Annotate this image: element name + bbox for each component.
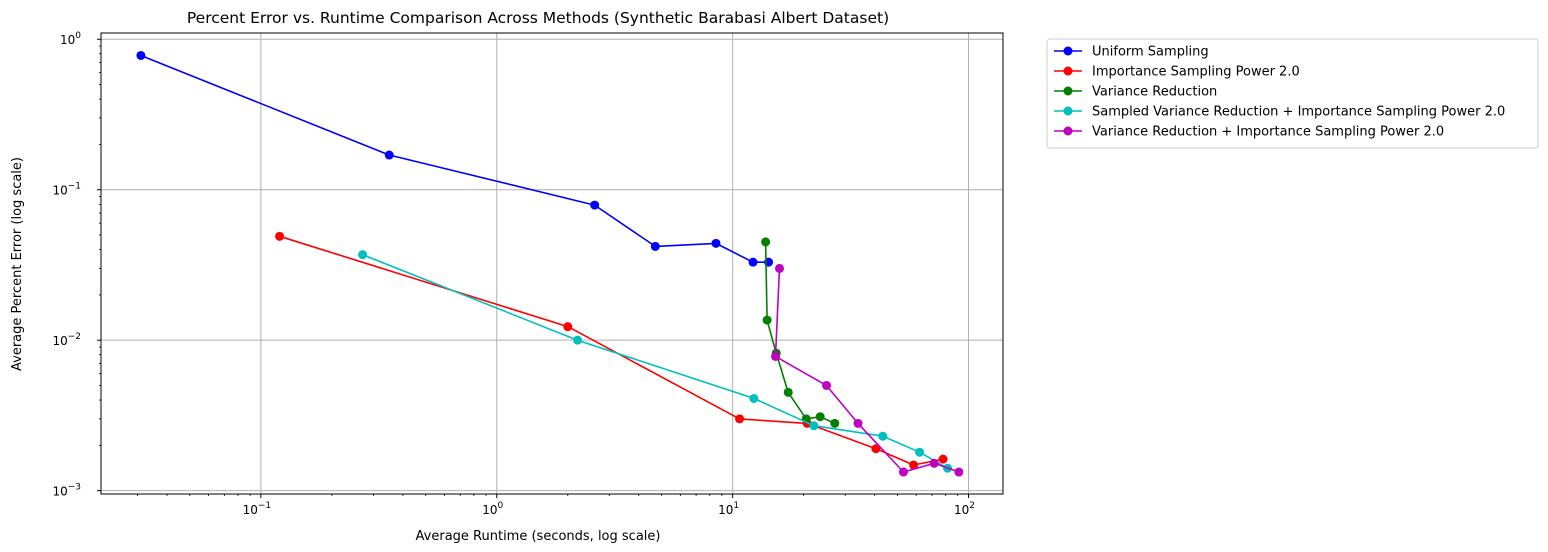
y-tick-label: 10−3 xyxy=(52,483,81,499)
data-point xyxy=(384,150,394,160)
data-point xyxy=(815,412,825,422)
data-point xyxy=(809,421,819,431)
legend-label: Importance Sampling Power 2.0 xyxy=(1092,65,1300,80)
y-tick-exponent: −3 xyxy=(68,483,81,493)
x-tick-label: 102 xyxy=(954,501,975,517)
data-point xyxy=(915,447,925,457)
x-tick-exponent: 2 xyxy=(969,501,975,511)
data-point xyxy=(822,380,832,390)
data-point xyxy=(909,460,919,470)
series-3 xyxy=(761,237,840,428)
legend-entry: Uniform Sampling xyxy=(1054,45,1209,60)
legend-marker xyxy=(1063,46,1073,56)
data-point xyxy=(830,418,840,428)
legend-entry: Importance Sampling Power 2.0 xyxy=(1054,65,1300,80)
x-tick-exponent: 0 xyxy=(498,501,504,511)
legend-entry: Sampled Variance Reduction + Importance … xyxy=(1054,105,1505,120)
data-point xyxy=(938,454,948,464)
data-point xyxy=(898,467,908,477)
legend-frame xyxy=(1046,38,1539,149)
legend-entry: Variance Reduction + Importance Sampling… xyxy=(1054,125,1444,140)
plot-series xyxy=(136,50,964,477)
y-tick-label: 10−2 xyxy=(52,332,81,348)
y-tick-exponent: −2 xyxy=(68,332,81,342)
data-point xyxy=(929,458,939,468)
legend: Uniform Sampling Importance Sampling Powe… xyxy=(1046,38,1539,149)
y-tick-exponent: 0 xyxy=(75,31,81,41)
x-tick-label: 100 xyxy=(482,501,503,517)
legend-marker xyxy=(1063,86,1073,96)
data-point xyxy=(853,418,863,428)
series-line xyxy=(774,268,960,473)
grid-lines xyxy=(101,33,1003,494)
series-4 xyxy=(358,250,953,473)
data-point xyxy=(783,387,793,397)
series-line xyxy=(140,54,769,264)
data-point xyxy=(762,315,772,325)
y-tick-label: 100 xyxy=(60,31,81,47)
data-point xyxy=(358,250,368,260)
series-1 xyxy=(136,50,774,267)
data-point xyxy=(761,237,771,247)
data-point xyxy=(749,393,759,403)
y-tick-exponent: −1 xyxy=(68,182,81,192)
data-point xyxy=(954,467,964,477)
data-point xyxy=(136,50,146,60)
data-point xyxy=(275,231,285,241)
legend-entry: Variance Reduction xyxy=(1054,85,1217,100)
data-point xyxy=(748,257,758,267)
chart-title: Percent Error vs. Runtime Comparison Acr… xyxy=(187,9,889,27)
legend-marker xyxy=(1063,106,1073,116)
x-tick-exponent: 1 xyxy=(733,501,739,511)
legend-label: Variance Reduction xyxy=(1092,85,1217,100)
series-5 xyxy=(771,263,964,477)
x-tick-label: 101 xyxy=(718,501,739,517)
data-point xyxy=(871,444,881,454)
x-axis-label: Average Runtime (seconds, log scale) xyxy=(416,529,661,544)
y-axis-label: Average Percent Error (log scale) xyxy=(10,157,25,371)
data-point xyxy=(573,335,583,345)
legend-marker xyxy=(1063,66,1073,76)
x-tick-exponent: −1 xyxy=(258,501,271,511)
data-point xyxy=(711,238,721,248)
data-point xyxy=(878,431,888,441)
data-point xyxy=(563,322,573,332)
legend-label: Sampled Variance Reduction + Importance … xyxy=(1092,105,1505,120)
data-point xyxy=(650,241,660,251)
series-line xyxy=(362,253,948,469)
x-tick-label: 10−1 xyxy=(243,501,272,517)
legend-marker xyxy=(1063,126,1073,136)
y-tick-label: 10−1 xyxy=(52,182,81,198)
data-point xyxy=(775,263,785,273)
plot-frame xyxy=(100,32,1004,495)
legend-label: Uniform Sampling xyxy=(1092,45,1209,60)
data-point xyxy=(771,351,781,361)
data-point xyxy=(735,414,745,424)
data-point xyxy=(590,200,600,210)
legend-label: Variance Reduction + Importance Sampling… xyxy=(1092,125,1444,140)
